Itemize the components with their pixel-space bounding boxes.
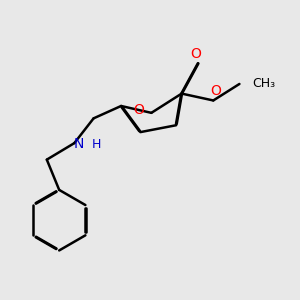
- Text: N: N: [73, 137, 84, 152]
- Text: H: H: [92, 138, 102, 151]
- Text: O: O: [211, 84, 221, 98]
- Text: CH₃: CH₃: [252, 77, 275, 91]
- Text: O: O: [190, 47, 201, 61]
- Text: O: O: [134, 103, 144, 117]
